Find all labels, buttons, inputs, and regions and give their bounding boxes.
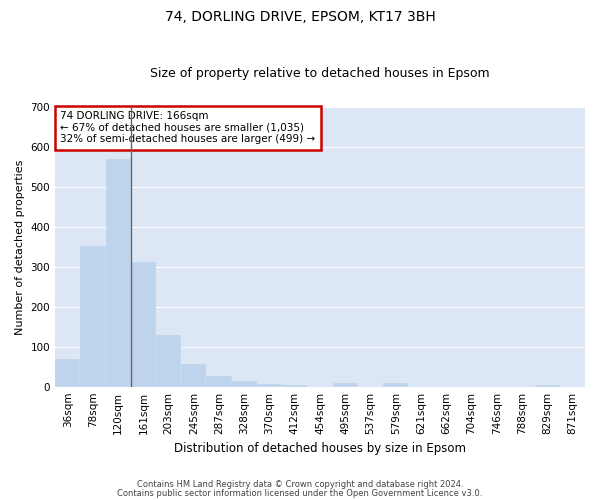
Bar [181,364,206,386]
Bar [106,159,131,386]
Text: Contains public sector information licensed under the Open Government Licence v3: Contains public sector information licen… [118,489,482,498]
Bar [131,262,156,386]
Bar [257,384,282,386]
Bar [232,380,257,386]
X-axis label: Distribution of detached houses by size in Epsom: Distribution of detached houses by size … [174,442,466,455]
Title: Size of property relative to detached houses in Epsom: Size of property relative to detached ho… [150,66,490,80]
Bar [156,335,181,386]
Bar [80,246,106,386]
Bar [332,384,358,386]
Text: Contains HM Land Registry data © Crown copyright and database right 2024.: Contains HM Land Registry data © Crown c… [137,480,463,489]
Bar [206,376,232,386]
Text: 74, DORLING DRIVE, EPSOM, KT17 3BH: 74, DORLING DRIVE, EPSOM, KT17 3BH [164,10,436,24]
Bar [55,358,80,386]
Bar [383,383,409,386]
Y-axis label: Number of detached properties: Number of detached properties [15,159,25,334]
Bar [535,384,560,386]
Bar [282,385,307,386]
Text: 74 DORLING DRIVE: 166sqm
← 67% of detached houses are smaller (1,035)
32% of sem: 74 DORLING DRIVE: 166sqm ← 67% of detach… [61,111,316,144]
